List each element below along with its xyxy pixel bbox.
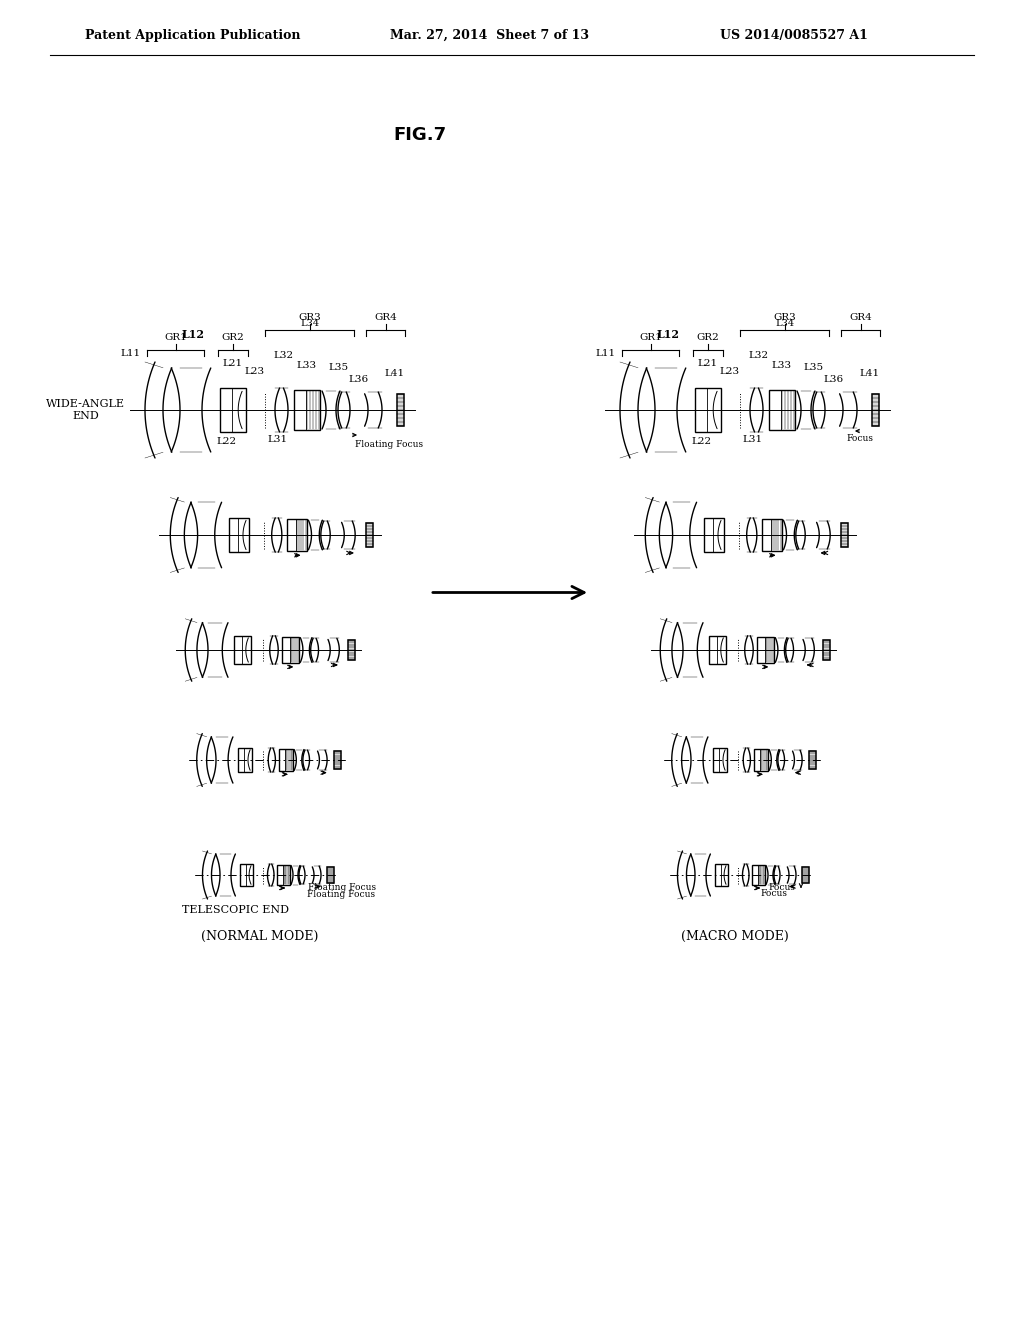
- Text: L33: L33: [771, 360, 792, 370]
- Text: L11: L11: [121, 348, 141, 358]
- Bar: [334, 751, 341, 768]
- Bar: [240, 865, 253, 886]
- Text: L22: L22: [216, 437, 237, 446]
- Bar: [762, 519, 781, 550]
- Text: Mar. 27, 2014  Sheet 7 of 13: Mar. 27, 2014 Sheet 7 of 13: [390, 29, 589, 41]
- Text: Focus: Focus: [768, 883, 795, 891]
- Bar: [822, 640, 829, 660]
- Text: L36: L36: [823, 375, 843, 384]
- Bar: [327, 867, 334, 883]
- Bar: [754, 748, 768, 771]
- Text: L41: L41: [384, 370, 404, 378]
- Text: L23: L23: [719, 367, 739, 376]
- Bar: [703, 517, 724, 552]
- Text: TELESCOPIC END: TELESCOPIC END: [182, 906, 290, 915]
- Text: US 2014/0085527 A1: US 2014/0085527 A1: [720, 29, 868, 41]
- Bar: [715, 865, 728, 886]
- Bar: [752, 865, 765, 884]
- Bar: [234, 636, 251, 664]
- Text: L32: L32: [273, 351, 293, 360]
- Text: L35: L35: [803, 363, 823, 372]
- Bar: [366, 523, 373, 548]
- Text: Focus: Focus: [760, 888, 787, 898]
- Text: L21: L21: [222, 359, 242, 368]
- Text: GR4: GR4: [849, 313, 871, 322]
- Text: Floating Focus: Floating Focus: [307, 890, 375, 899]
- Text: L35: L35: [328, 363, 348, 372]
- Text: L34: L34: [300, 319, 319, 327]
- Text: FIG.7: FIG.7: [393, 125, 446, 144]
- Bar: [279, 748, 293, 771]
- Bar: [769, 389, 795, 430]
- Bar: [287, 519, 307, 550]
- Text: L11: L11: [596, 348, 616, 358]
- Text: (NORMAL MODE): (NORMAL MODE): [202, 931, 318, 942]
- Text: L12: L12: [657, 329, 680, 341]
- Bar: [802, 867, 809, 883]
- Text: L22: L22: [691, 437, 712, 446]
- Text: GR2: GR2: [696, 333, 720, 342]
- Bar: [695, 388, 721, 432]
- Text: WIDE-ANGLE
END: WIDE-ANGLE END: [46, 399, 125, 421]
- Text: L23: L23: [244, 367, 264, 376]
- Bar: [278, 865, 290, 884]
- Bar: [709, 636, 726, 664]
- Bar: [396, 393, 403, 426]
- Text: GR4: GR4: [374, 313, 397, 322]
- Bar: [809, 751, 815, 768]
- Text: L34: L34: [775, 319, 794, 327]
- Bar: [757, 638, 774, 663]
- Bar: [347, 640, 354, 660]
- Bar: [294, 389, 319, 430]
- Text: L41: L41: [859, 370, 880, 378]
- Text: GR1: GR1: [164, 333, 186, 342]
- Text: Floating Focus: Floating Focus: [355, 440, 423, 449]
- Text: Patent Application Publication: Patent Application Publication: [85, 29, 300, 41]
- Bar: [713, 748, 727, 772]
- Bar: [238, 748, 252, 772]
- Bar: [841, 523, 848, 548]
- Text: L33: L33: [296, 360, 316, 370]
- Text: GR1: GR1: [639, 333, 662, 342]
- Text: L12: L12: [182, 329, 205, 341]
- Bar: [220, 388, 246, 432]
- Text: GR3: GR3: [298, 313, 321, 322]
- Bar: [282, 638, 299, 663]
- Bar: [228, 517, 249, 552]
- Text: L32: L32: [748, 351, 768, 360]
- Text: (MACRO MODE): (MACRO MODE): [681, 931, 788, 942]
- Text: GR3: GR3: [773, 313, 796, 322]
- Text: Focus: Focus: [846, 434, 873, 444]
- Bar: [871, 393, 879, 426]
- Text: L21: L21: [697, 359, 717, 368]
- Text: L36: L36: [348, 375, 368, 384]
- Text: L31: L31: [742, 436, 762, 444]
- Text: Floating Focus: Floating Focus: [308, 883, 376, 891]
- Text: GR2: GR2: [221, 333, 245, 342]
- Text: L31: L31: [267, 436, 287, 444]
